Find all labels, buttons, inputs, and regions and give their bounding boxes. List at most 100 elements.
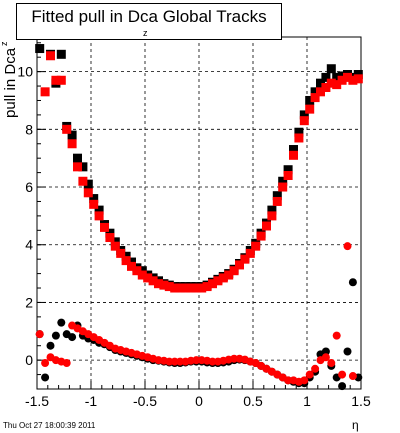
- data-point-square: [208, 279, 217, 289]
- grid-lines: [37, 37, 361, 389]
- data-point-square: [89, 199, 99, 209]
- y-axis-label-wrap: pull in Dcaz: [0, 41, 19, 118]
- data-point-circle: [321, 353, 330, 362]
- data-point-square: [94, 205, 104, 215]
- data-point-square: [283, 165, 293, 175]
- y-tick-label: 2: [25, 294, 33, 310]
- data-point-square: [299, 110, 309, 120]
- data-point-circle: [321, 347, 330, 356]
- data-point-square: [272, 196, 282, 206]
- axis-ticks: -1.5 -1 -0.5 0 0.5 1 1.5 0 2 4 6 8 10: [17, 42, 371, 409]
- data-point-square: [278, 182, 288, 192]
- data-point-square: [299, 116, 309, 126]
- data-point-square: [202, 282, 212, 292]
- data-point-square: [289, 150, 298, 160]
- chart-title: Fitted pull in Dca Global Tracks: [31, 7, 267, 26]
- data-point-square: [89, 194, 99, 204]
- data-point-square: [127, 261, 136, 271]
- data-point-square: [262, 221, 271, 231]
- data-point-square: [35, 44, 45, 54]
- data-point-square: [321, 72, 331, 82]
- data-point-square: [154, 279, 163, 289]
- data-point-square: [116, 248, 126, 258]
- data-point-circle: [300, 376, 309, 385]
- data-point-square: [186, 283, 196, 293]
- data-point-circle: [327, 359, 336, 368]
- data-point-square: [353, 74, 363, 84]
- data-point-square: [256, 231, 266, 241]
- data-point-circle: [46, 341, 55, 350]
- data-point-square: [143, 273, 153, 283]
- data-point-circle: [348, 372, 357, 381]
- data-point-square: [332, 72, 342, 82]
- x-tick-label: -0.5: [133, 393, 157, 409]
- data-point-square: [283, 170, 293, 180]
- data-point-square: [73, 162, 82, 172]
- chart-title-box: Fitted pull in Dca Global Tracks z: [16, 3, 282, 40]
- chart-title-subscript: z: [143, 28, 148, 38]
- data-point-square: [100, 222, 109, 232]
- data-point-square: [348, 75, 358, 85]
- data-point-circle: [338, 382, 347, 391]
- y-tick-label: 6: [25, 179, 33, 195]
- data-point-square: [240, 254, 250, 264]
- data-point-square: [316, 87, 325, 97]
- data-point-square: [272, 191, 282, 201]
- data-point-square: [267, 205, 277, 215]
- data-point-square: [78, 176, 88, 186]
- data-point-square: [316, 78, 325, 88]
- data-point-square: [105, 233, 115, 243]
- data-point-circle: [51, 331, 60, 340]
- data-point-square: [305, 104, 315, 114]
- data-points: [35, 44, 363, 391]
- data-point-circle: [332, 331, 341, 340]
- data-point-circle: [35, 330, 44, 339]
- x-tick-label: 1: [303, 393, 311, 409]
- data-point-square: [73, 153, 82, 163]
- data-point-square: [51, 75, 61, 85]
- data-point-square: [245, 248, 255, 258]
- data-point-square: [267, 211, 277, 221]
- data-point-square: [56, 49, 66, 59]
- data-point-square: [310, 93, 320, 103]
- data-point-square: [229, 266, 239, 276]
- data-point-square: [305, 95, 315, 105]
- data-point-square: [213, 276, 223, 286]
- data-point-circle: [41, 373, 50, 382]
- data-point-square: [224, 270, 234, 280]
- data-point-square: [310, 87, 320, 97]
- data-point-square: [148, 276, 158, 286]
- data-point-square: [278, 176, 288, 186]
- data-point-circle: [305, 370, 314, 379]
- data-point-square: [132, 266, 142, 276]
- data-point-square: [62, 124, 72, 134]
- data-point-square: [137, 270, 147, 280]
- data-point-circle: [311, 364, 320, 373]
- data-point-circle: [343, 242, 352, 251]
- data-point-circle: [338, 370, 347, 379]
- data-point-square: [56, 75, 66, 85]
- data-point-square: [67, 139, 77, 149]
- data-point-circle: [62, 359, 71, 368]
- data-point-square: [181, 283, 190, 293]
- data-point-square: [321, 82, 331, 92]
- data-point-square: [78, 162, 88, 172]
- data-point-square: [235, 260, 244, 270]
- data-point-square: [121, 256, 131, 266]
- data-point-square: [326, 64, 336, 74]
- data-point-circle: [57, 318, 66, 327]
- data-point-square: [175, 283, 185, 293]
- data-point-square: [94, 211, 104, 221]
- data-point-square: [289, 145, 298, 155]
- data-point-square: [294, 133, 304, 143]
- data-point-square: [67, 130, 77, 140]
- data-point-square: [40, 87, 50, 97]
- footer-timestamp: Thu Oct 27 18:00:39 2011: [3, 421, 96, 430]
- data-point-square: [46, 51, 55, 61]
- data-point-square: [170, 283, 180, 293]
- data-point-square: [326, 78, 336, 88]
- data-point-square: [159, 280, 169, 290]
- data-point-square: [110, 241, 120, 251]
- data-point-square: [83, 188, 93, 198]
